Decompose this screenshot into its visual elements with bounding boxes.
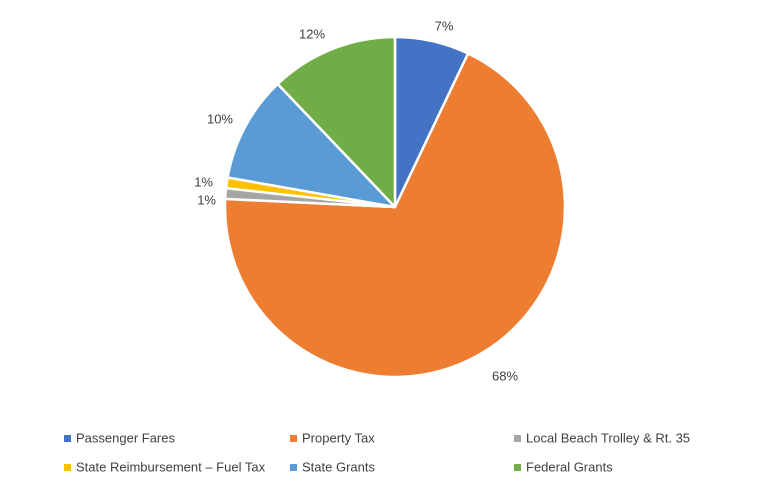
legend-item-1: Passenger Fares xyxy=(64,430,175,445)
pie-slices xyxy=(223,35,567,379)
legend-label: State Reimbursement – Fuel Tax xyxy=(76,459,266,474)
data-label-6: 12% xyxy=(299,26,325,41)
legend-label: Property Tax xyxy=(302,430,375,445)
legend-swatch xyxy=(290,464,297,471)
pie-data-labels: 7% 68% 1% 1% 10% 12% xyxy=(194,18,518,383)
legend-swatch xyxy=(290,435,297,442)
legend-item-5: State Grants xyxy=(290,459,375,474)
data-label-5: 10% xyxy=(207,111,233,126)
pie-slice-5 xyxy=(226,82,397,209)
data-label-4: 1% xyxy=(194,174,213,189)
legend-swatch xyxy=(64,464,71,471)
legend-label: Local Beach Trolley & Rt. 35 xyxy=(526,430,690,445)
legend-label: State Grants xyxy=(302,459,375,474)
pie-slice-6 xyxy=(276,35,397,209)
data-label-2: 68% xyxy=(492,368,518,383)
legend-swatch xyxy=(514,435,521,442)
pie-slice-2 xyxy=(223,52,567,379)
legend-item-6: Federal Grants xyxy=(514,459,613,474)
legend-swatch xyxy=(514,464,521,471)
legend-swatch xyxy=(64,435,71,442)
legend-item-4: State Reimbursement – Fuel Tax xyxy=(64,459,266,474)
legend-label: Federal Grants xyxy=(526,459,613,474)
data-label-1: 7% xyxy=(435,18,454,33)
legend-label: Passenger Fares xyxy=(76,430,175,445)
legend-item-3: Local Beach Trolley & Rt. 35 xyxy=(514,430,690,445)
chart-legend: Passenger Fares Property Tax Local Beach T… xyxy=(64,430,690,474)
data-label-3: 1% xyxy=(197,192,216,207)
legend-item-2: Property Tax xyxy=(290,430,375,445)
